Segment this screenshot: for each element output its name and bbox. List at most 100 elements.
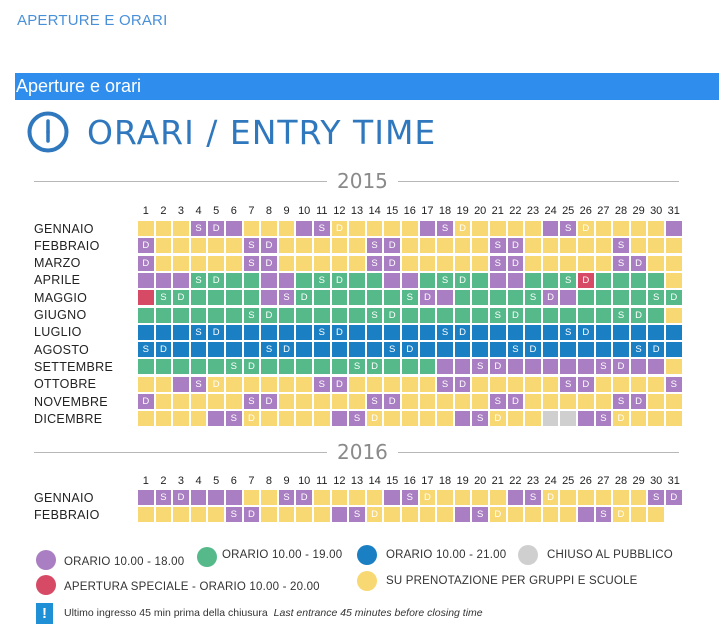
year-label: 2016 — [327, 441, 398, 463]
day-cell: S — [366, 307, 383, 323]
day-number: 14 — [368, 475, 381, 487]
day-cell — [155, 255, 172, 271]
day-cell — [278, 307, 295, 323]
day-cell — [507, 221, 524, 236]
day-cell — [138, 411, 154, 427]
day-cell — [296, 411, 312, 427]
day-cell: S — [648, 490, 664, 505]
day-cell: D — [243, 411, 260, 427]
day-cell: S — [472, 359, 488, 375]
day-number: 13 — [350, 475, 364, 487]
day-cell: S — [490, 394, 506, 409]
day-cell — [525, 221, 541, 236]
day-cell — [490, 490, 506, 505]
day-cell — [384, 221, 400, 236]
day-cell — [630, 411, 647, 427]
day-cell — [296, 324, 312, 340]
day-cell — [613, 290, 629, 306]
day-cell: S — [278, 490, 295, 505]
day-cell — [331, 290, 348, 306]
day-cell — [542, 411, 559, 427]
month-name: LUGLIO — [34, 325, 82, 340]
day-cell: S — [278, 290, 295, 306]
day-cell: S — [613, 255, 629, 271]
day-cell — [226, 221, 242, 236]
day-cell — [278, 221, 295, 236]
day-cell — [366, 290, 383, 306]
day-cell — [666, 307, 682, 323]
day-number: 26 — [579, 475, 592, 487]
day-cell — [613, 376, 629, 392]
day-cell — [648, 507, 664, 523]
day-cell: D — [296, 490, 312, 505]
day-cell: S — [507, 342, 524, 358]
day-cell — [226, 324, 242, 340]
day-cell — [173, 394, 189, 409]
day-cell — [419, 342, 436, 358]
day-cell — [454, 411, 471, 427]
day-cell — [208, 290, 224, 306]
day-cell — [437, 359, 453, 375]
day-cell: S — [349, 507, 365, 523]
day-cell — [155, 411, 172, 427]
day-cell — [454, 290, 471, 306]
day-cell — [138, 507, 154, 523]
day-cell: S — [613, 307, 629, 323]
day-cell — [472, 342, 488, 358]
day-cell — [208, 307, 224, 323]
day-cell — [419, 272, 436, 288]
day-cell — [243, 376, 260, 392]
day-cell — [226, 307, 242, 323]
day-cell — [366, 324, 383, 340]
month-name: GENNAIO — [34, 221, 94, 236]
day-cell — [226, 376, 242, 392]
legend-swatch — [357, 545, 377, 565]
day-cell — [261, 507, 277, 523]
day-cell — [419, 324, 436, 340]
day-cell — [138, 324, 154, 340]
day-cell — [419, 307, 436, 323]
day-cell — [331, 342, 348, 358]
day-cell — [525, 307, 541, 323]
day-cell — [507, 359, 524, 375]
month-name: AGOSTO — [34, 342, 90, 357]
day-cell: D — [384, 307, 400, 323]
day-number: 9 — [283, 475, 290, 487]
day-cell — [226, 238, 242, 254]
day-cell — [278, 507, 295, 523]
day-number: 19 — [456, 475, 469, 487]
day-number: 8 — [265, 205, 273, 217]
day-cell — [296, 507, 312, 523]
day-cell — [630, 376, 647, 392]
day-cell: D — [384, 394, 400, 409]
day-cell: D — [296, 290, 312, 306]
day-cell — [296, 359, 312, 375]
breadcrumb[interactable]: APERTURE E ORARI — [17, 12, 168, 29]
note-italian: Ultimo ingresso 45 min prima della chius… — [64, 607, 268, 619]
day-cell — [419, 255, 436, 271]
day-cell — [402, 272, 418, 288]
day-cell — [173, 255, 189, 271]
day-cell — [525, 507, 541, 523]
day-number: 17 — [421, 475, 434, 487]
day-cell — [208, 507, 224, 523]
day-cell — [349, 290, 365, 306]
day-cell: S — [402, 490, 418, 505]
day-cell — [437, 507, 453, 523]
month-name: FEBBRAIO — [34, 238, 100, 253]
day-cell — [472, 324, 488, 340]
day-number: 31 — [667, 205, 680, 217]
day-cell: D — [454, 324, 471, 340]
day-cell — [402, 307, 418, 323]
day-cell: D — [243, 507, 260, 523]
day-cell: S — [243, 255, 260, 271]
day-cell — [173, 238, 189, 254]
day-number: 29 — [632, 475, 645, 487]
day-cell — [419, 359, 436, 375]
day-cell: D — [384, 238, 400, 254]
day-number: 13 — [350, 205, 364, 217]
day-cell: D — [278, 342, 295, 358]
day-cell — [525, 394, 541, 409]
day-cell — [155, 272, 172, 288]
day-cell: D — [507, 394, 524, 409]
